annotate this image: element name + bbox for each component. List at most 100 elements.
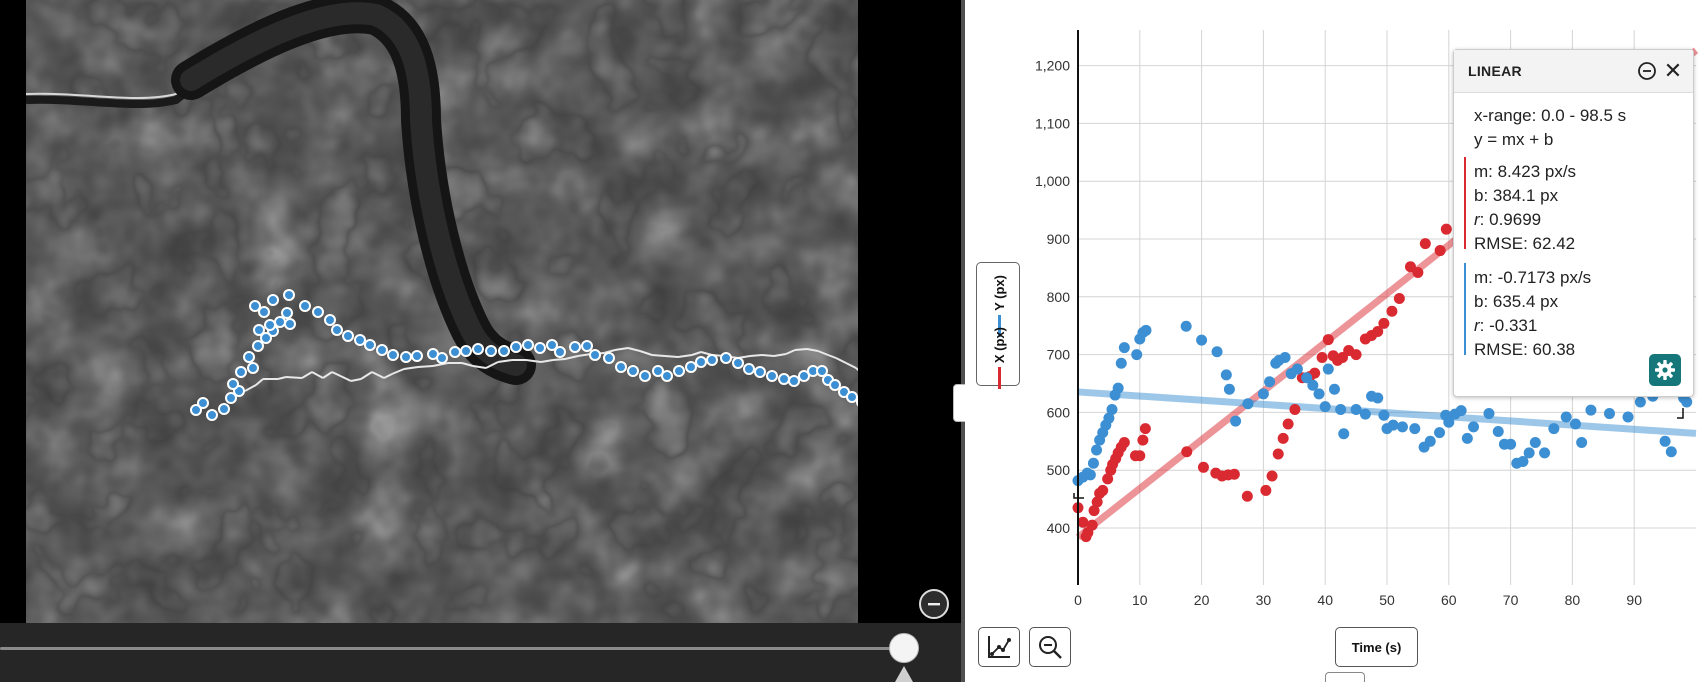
- scrubber-thumb[interactable]: [889, 633, 920, 663]
- data-point[interactable]: [1289, 404, 1301, 416]
- data-point[interactable]: [1585, 404, 1597, 416]
- track-point[interactable]: [498, 345, 510, 357]
- track-point[interactable]: [387, 349, 399, 361]
- track-point[interactable]: [400, 351, 412, 363]
- data-point[interactable]: [1386, 305, 1398, 317]
- fit-close-button[interactable]: ✕: [1663, 60, 1683, 82]
- microscopy-video[interactable]: [26, 0, 858, 623]
- x-axis-label-button[interactable]: Time (s): [1335, 627, 1418, 667]
- data-point[interactable]: [1181, 446, 1193, 458]
- data-point[interactable]: [1322, 363, 1334, 375]
- data-point[interactable]: [1137, 434, 1149, 446]
- data-point[interactable]: [1603, 408, 1615, 420]
- data-point[interactable]: [1378, 317, 1390, 329]
- track-point[interactable]: [661, 370, 673, 382]
- data-point[interactable]: [1112, 382, 1124, 394]
- data-point[interactable]: [1461, 432, 1473, 444]
- collapse-video-button[interactable]: [919, 589, 949, 619]
- track-point[interactable]: [218, 403, 230, 415]
- data-point[interactable]: [1335, 404, 1347, 416]
- data-point[interactable]: [1483, 408, 1495, 420]
- track-point[interactable]: [472, 343, 484, 355]
- track-point[interactable]: [569, 341, 581, 353]
- data-point[interactable]: [1091, 496, 1103, 508]
- track-point[interactable]: [197, 397, 209, 409]
- data-point[interactable]: [1319, 401, 1331, 413]
- data-point[interactable]: [1378, 409, 1390, 421]
- data-point[interactable]: [1220, 369, 1232, 381]
- data-point[interactable]: [1560, 411, 1572, 423]
- track-point[interactable]: [331, 324, 343, 336]
- fit-minimize-button[interactable]: [1637, 61, 1657, 81]
- track-point[interactable]: [243, 351, 255, 363]
- data-point[interactable]: [1266, 470, 1278, 482]
- scrubber-track[interactable]: [0, 647, 918, 650]
- track-point[interactable]: [639, 370, 651, 382]
- data-point[interactable]: [1102, 473, 1114, 485]
- data-point[interactable]: [1359, 408, 1371, 420]
- data-point[interactable]: [1307, 379, 1319, 391]
- bottom-tab-handle[interactable]: [1325, 672, 1365, 682]
- data-point[interactable]: [1084, 469, 1096, 481]
- fit-settings-button[interactable]: [1649, 354, 1681, 386]
- data-point[interactable]: [1228, 468, 1240, 480]
- track-point[interactable]: [673, 365, 685, 377]
- pane-divider[interactable]: [961, 0, 965, 682]
- data-point[interactable]: [1140, 324, 1152, 336]
- data-point[interactable]: [1180, 320, 1192, 332]
- track-point[interactable]: [816, 365, 828, 377]
- track-point[interactable]: [685, 361, 697, 373]
- data-point[interactable]: [1086, 519, 1098, 531]
- data-point[interactable]: [1196, 334, 1208, 346]
- track-point[interactable]: [522, 339, 534, 351]
- data-point[interactable]: [1242, 398, 1254, 410]
- track-point[interactable]: [376, 344, 388, 356]
- data-point[interactable]: [1264, 376, 1276, 388]
- data-point[interactable]: [1396, 421, 1408, 433]
- track-point[interactable]: [324, 314, 336, 326]
- track-point[interactable]: [754, 366, 766, 378]
- data-point[interactable]: [1309, 367, 1321, 379]
- data-point[interactable]: [1681, 396, 1693, 408]
- track-point[interactable]: [627, 365, 639, 377]
- track-point[interactable]: [258, 306, 270, 318]
- data-point[interactable]: [1328, 383, 1340, 395]
- track-point[interactable]: [253, 324, 265, 336]
- zoom-button[interactable]: [1029, 627, 1071, 667]
- track-point[interactable]: [264, 319, 276, 331]
- data-point[interactable]: [1443, 416, 1455, 428]
- data-point[interactable]: [1272, 448, 1284, 460]
- data-point[interactable]: [1087, 457, 1099, 469]
- data-point[interactable]: [1241, 490, 1253, 502]
- track-point[interactable]: [260, 332, 272, 344]
- track-point[interactable]: [788, 375, 800, 387]
- data-point[interactable]: [1665, 446, 1677, 458]
- track-point[interactable]: [695, 356, 707, 368]
- data-point[interactable]: [1316, 351, 1328, 363]
- track-point[interactable]: [274, 316, 286, 328]
- data-point[interactable]: [1387, 419, 1399, 431]
- data-point[interactable]: [1301, 372, 1313, 384]
- data-point[interactable]: [1517, 456, 1529, 468]
- data-point[interactable]: [1139, 423, 1151, 435]
- data-point[interactable]: [1372, 325, 1384, 337]
- data-point[interactable]: [1409, 423, 1421, 435]
- track-point[interactable]: [436, 352, 448, 364]
- data-point[interactable]: [1523, 447, 1535, 459]
- track-point[interactable]: [299, 300, 311, 312]
- track-point[interactable]: [743, 363, 755, 375]
- track-point[interactable]: [485, 345, 497, 357]
- track-point[interactable]: [364, 339, 376, 351]
- data-point[interactable]: [1279, 351, 1291, 363]
- data-point[interactable]: [1393, 293, 1405, 305]
- data-point[interactable]: [1338, 428, 1350, 440]
- data-point[interactable]: [1419, 238, 1431, 250]
- data-point[interactable]: [1118, 342, 1130, 354]
- track-point[interactable]: [829, 379, 841, 391]
- track-point[interactable]: [534, 342, 546, 354]
- track-point[interactable]: [283, 289, 295, 301]
- data-point[interactable]: [1115, 357, 1127, 369]
- data-point[interactable]: [1412, 267, 1424, 279]
- data-point[interactable]: [1282, 418, 1294, 430]
- data-point[interactable]: [1404, 261, 1416, 273]
